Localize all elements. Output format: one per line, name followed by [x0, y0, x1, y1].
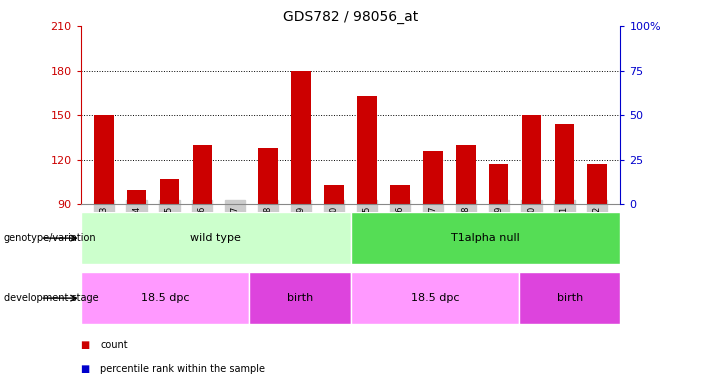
- Bar: [350, 272, 519, 324]
- Bar: [554, 124, 574, 204]
- Bar: [456, 145, 475, 204]
- Bar: [94, 116, 114, 204]
- Bar: [519, 272, 620, 324]
- Bar: [160, 179, 179, 204]
- Text: birth: birth: [557, 293, 583, 303]
- Bar: [291, 71, 311, 204]
- Bar: [357, 96, 377, 204]
- Bar: [489, 164, 508, 204]
- Bar: [522, 116, 541, 204]
- Bar: [324, 185, 344, 204]
- Bar: [587, 164, 607, 204]
- Text: 18.5 dpc: 18.5 dpc: [141, 293, 189, 303]
- Text: percentile rank within the sample: percentile rank within the sample: [100, 364, 265, 374]
- Text: count: count: [100, 340, 128, 350]
- Bar: [81, 212, 350, 264]
- Bar: [350, 212, 620, 264]
- Bar: [127, 189, 147, 204]
- Text: 18.5 dpc: 18.5 dpc: [411, 293, 459, 303]
- Bar: [423, 151, 442, 204]
- Title: GDS782 / 98056_at: GDS782 / 98056_at: [283, 10, 418, 24]
- Text: development stage: development stage: [4, 293, 98, 303]
- Bar: [250, 272, 350, 324]
- Bar: [259, 148, 278, 204]
- Text: genotype/variation: genotype/variation: [4, 233, 96, 243]
- Bar: [390, 185, 410, 204]
- Bar: [81, 272, 250, 324]
- Text: birth: birth: [287, 293, 313, 303]
- Text: T1alpha null: T1alpha null: [451, 233, 520, 243]
- Text: ■: ■: [81, 340, 90, 350]
- Text: wild type: wild type: [190, 233, 241, 243]
- Bar: [193, 145, 212, 204]
- Text: ■: ■: [81, 364, 90, 374]
